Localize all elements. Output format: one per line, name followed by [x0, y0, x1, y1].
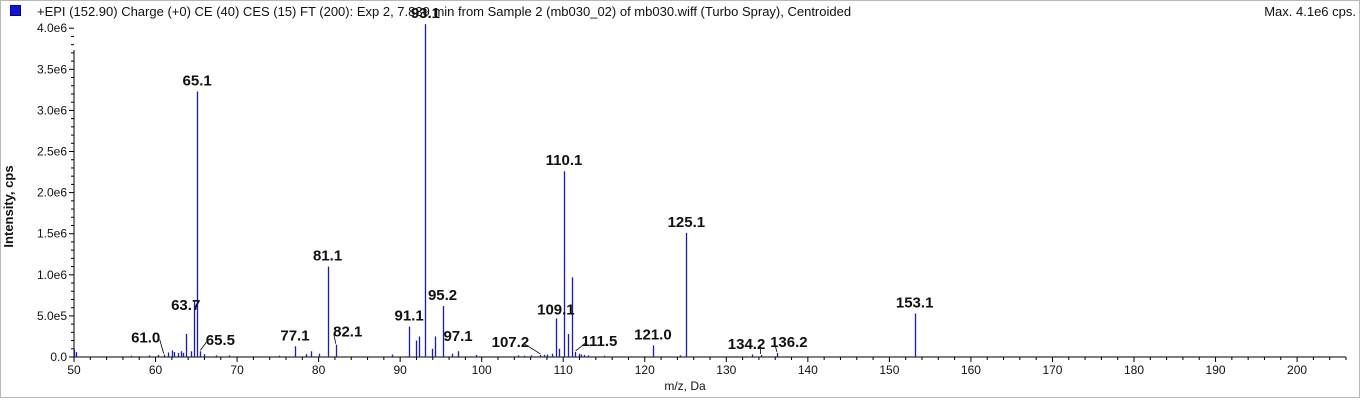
peak-label: 81.1	[313, 248, 342, 265]
y-tick-label: 5.0e5	[37, 309, 67, 323]
peak-label: 77.1	[280, 327, 309, 344]
x-tick-label: 50	[67, 363, 81, 377]
y-tick-label: 0.0	[50, 350, 67, 364]
x-tick-label: 150	[879, 363, 899, 377]
spectrum-title: +EPI (152.90) Charge (+0) CE (40) CES (1…	[37, 4, 852, 19]
peak-label-leader	[575, 342, 586, 352]
x-tick-label: 190	[1206, 363, 1226, 377]
peak-label: 93.1	[411, 5, 440, 22]
peak-label-leader	[159, 339, 165, 354]
x-tick-label: 160	[961, 363, 981, 377]
series-legend-swatch[interactable]	[10, 5, 21, 16]
peak-label: 65.5	[206, 332, 235, 349]
x-tick-label: 180	[1124, 363, 1144, 377]
peak-label: 107.2	[492, 334, 530, 351]
peak-label: 134.2	[728, 336, 766, 353]
x-tick-label: 60	[149, 363, 163, 377]
peak-label: 95.2	[428, 287, 457, 304]
peak-label: 111.5	[582, 333, 618, 350]
peak-label: 97.1	[443, 328, 472, 345]
x-tick-label: 140	[798, 363, 818, 377]
x-tick-label: 130	[716, 363, 736, 377]
peak-label-leader	[333, 333, 337, 344]
peak-label: 82.1	[333, 324, 362, 341]
peak-label: 109.1	[537, 301, 575, 318]
peak-label: 121.0	[634, 326, 672, 343]
y-axis-title: Intensity, cps	[1, 165, 16, 247]
y-tick-label: 3.0e6	[37, 103, 67, 117]
y-tick-label: 1.5e6	[37, 227, 67, 241]
x-tick-label: 170	[1042, 363, 1062, 377]
peak-label: 125.1	[668, 214, 706, 231]
y-tick-label: 1.0e6	[37, 268, 67, 282]
peak-label: 91.1	[395, 308, 424, 325]
x-axis-title: m/z, Da	[664, 379, 706, 393]
peak-label: 136.2	[770, 334, 808, 351]
y-tick-label: 3.5e6	[37, 62, 67, 76]
x-tick-label: 70	[230, 363, 244, 377]
x-tick-label: 100	[472, 363, 492, 377]
peak-label: 153.1	[896, 294, 934, 311]
y-tick-label: 2.0e6	[37, 186, 67, 200]
peak-label: 65.1	[183, 73, 212, 90]
x-tick-label: 120	[635, 363, 655, 377]
x-tick-label: 110	[554, 363, 573, 377]
peak-label-leader	[774, 343, 778, 352]
peak-label: 63.7	[171, 297, 200, 314]
x-tick-label: 80	[312, 363, 326, 377]
y-tick-label: 2.5e6	[37, 145, 67, 159]
peak-label: 61.0	[131, 330, 160, 347]
x-tick-label: 200	[1287, 363, 1307, 377]
max-intensity-label: Max. 4.1e6 cps.	[1264, 4, 1356, 19]
peak-label-leader	[200, 342, 207, 351]
x-tick-label: 90	[393, 363, 407, 377]
peak-label-leader	[524, 343, 541, 355]
peak-label: 110.1	[546, 152, 583, 169]
y-tick-label: 4.0e6	[37, 21, 67, 35]
